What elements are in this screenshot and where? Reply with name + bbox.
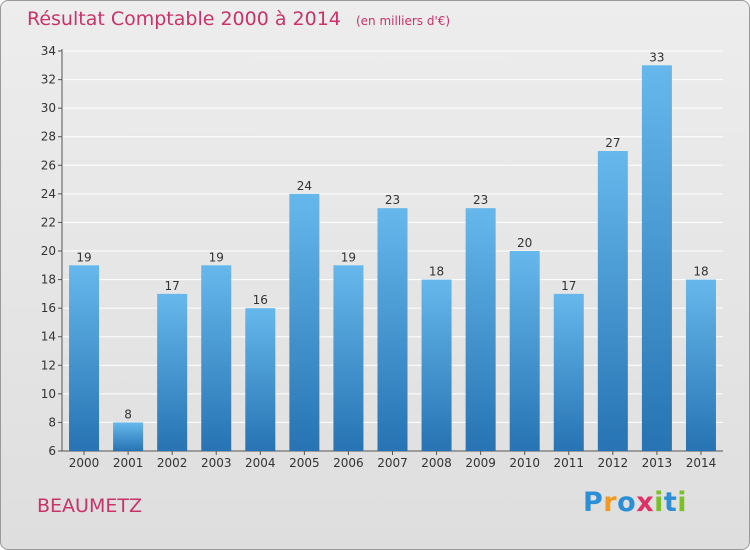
data-label-2008: 18 xyxy=(429,265,444,279)
data-label-2012: 27 xyxy=(605,136,620,150)
bar-2000 xyxy=(69,265,100,451)
data-label-2013: 33 xyxy=(649,50,664,64)
y-tick-labels: 6 8 10 12 14 16 18 20 22 24 26 28 30 32 34 xyxy=(41,44,56,458)
y-tick-label: 22 xyxy=(41,215,56,229)
logo-letter: i xyxy=(654,487,664,518)
logo-letter: P xyxy=(583,487,604,518)
x-tick-label-2002: 2002 xyxy=(157,456,188,470)
bar-2002 xyxy=(157,293,188,451)
y-tick-label: 24 xyxy=(41,187,56,201)
y-tick-label: 34 xyxy=(41,44,56,58)
x-tick-label-2014: 2014 xyxy=(686,456,717,470)
bar-2001 xyxy=(113,422,144,451)
y-tick-label: 8 xyxy=(48,415,56,429)
bar-2007 xyxy=(377,208,408,451)
proxiti-logo: Proxiti xyxy=(583,487,687,518)
x-tick-label-2006: 2006 xyxy=(333,456,364,470)
x-tick-label-2009: 2009 xyxy=(465,456,496,470)
data-label-2003: 19 xyxy=(209,250,224,264)
logo-letter: t xyxy=(663,487,678,518)
bar-2013 xyxy=(641,65,672,452)
data-label-2000: 19 xyxy=(76,250,91,264)
x-tick-label-2007: 2007 xyxy=(377,456,408,470)
x-tick-label-2012: 2012 xyxy=(598,456,629,470)
bar-2004 xyxy=(245,308,276,451)
bar-2003 xyxy=(201,265,232,451)
data-label-2009: 23 xyxy=(473,193,488,207)
x-tick-label-2013: 2013 xyxy=(642,456,673,470)
bar-2006 xyxy=(333,265,364,451)
bar-2012 xyxy=(597,151,628,451)
data-label-2005: 24 xyxy=(297,179,312,193)
x-tick-label-2001: 2001 xyxy=(113,456,144,470)
y-tick-label: 12 xyxy=(41,358,56,372)
logo-letter: x xyxy=(636,487,655,518)
data-labels: 19 8 17 19 16 24 19 23 18 23 20 17 27 33 18 xyxy=(76,50,708,421)
bar-2010 xyxy=(509,251,540,451)
data-label-2006: 19 xyxy=(341,250,356,264)
data-label-2002: 17 xyxy=(165,279,180,293)
commune-name: BEAUMETZ xyxy=(37,495,142,517)
y-tick-label: 14 xyxy=(41,330,56,344)
y-tick-label: 10 xyxy=(41,387,56,401)
x-tick-label-2004: 2004 xyxy=(245,456,276,470)
bars xyxy=(69,65,716,452)
bar-2008 xyxy=(421,279,452,451)
y-tick-label: 30 xyxy=(41,101,56,115)
x-tick-labels: 2000 2001 2002 2003 2004 2005 2006 2007 2008 2009… xyxy=(69,456,716,470)
y-tick-label: 20 xyxy=(41,244,56,258)
y-tick-label: 32 xyxy=(41,73,56,87)
y-tick-label: 26 xyxy=(41,158,56,172)
data-label-2001: 8 xyxy=(124,407,132,421)
x-tick-label-2011: 2011 xyxy=(553,456,584,470)
data-label-2004: 16 xyxy=(253,293,268,307)
bar-2005 xyxy=(289,193,320,451)
y-tick-label: 28 xyxy=(41,130,56,144)
x-tick-label-2003: 2003 xyxy=(201,456,232,470)
logo-letter: o xyxy=(617,487,637,518)
x-tick-label-2008: 2008 xyxy=(421,456,452,470)
y-tick-label: 16 xyxy=(41,301,56,315)
logo-letter: i xyxy=(677,487,688,518)
data-label-2014: 18 xyxy=(693,265,708,279)
x-tick-label-2010: 2010 xyxy=(509,456,540,470)
x-tick-label-2005: 2005 xyxy=(289,456,320,470)
logo-letter: r xyxy=(603,487,618,518)
data-label-2011: 17 xyxy=(561,279,576,293)
data-label-2010: 20 xyxy=(517,236,532,250)
chart-subtitle: (en milliers d'€) xyxy=(355,14,451,28)
y-tick-label: 6 xyxy=(48,444,56,458)
x-tick-label-2000: 2000 xyxy=(69,456,100,470)
bar-2014 xyxy=(685,279,716,451)
title-line: Résultat Comptable 2000 à 2014 (en milli… xyxy=(27,8,450,30)
chart-title: Résultat Comptable 2000 à 2014 xyxy=(27,8,341,30)
data-label-2007: 23 xyxy=(385,193,400,207)
y-tick-label: 18 xyxy=(41,273,56,287)
bar-2009 xyxy=(465,208,496,451)
bar-2011 xyxy=(553,293,584,451)
